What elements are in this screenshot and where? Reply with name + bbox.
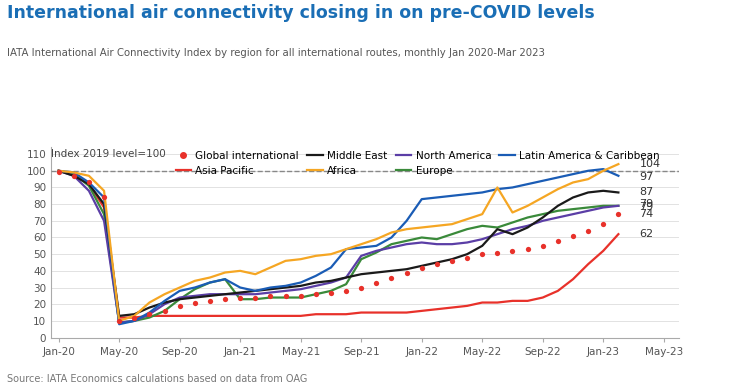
Text: 79: 79 [639,199,654,210]
Text: Source: IATA Economics calculations based on data from OAG: Source: IATA Economics calculations base… [7,374,307,384]
Text: 97: 97 [639,172,654,182]
Text: 87: 87 [639,187,654,197]
Text: IATA International Air Connectivity Index by region for all international routes: IATA International Air Connectivity Inde… [7,48,545,59]
Text: Index 2019 level=100: Index 2019 level=100 [51,149,166,159]
Text: 79: 79 [639,202,654,212]
Text: 74: 74 [639,209,654,219]
Text: International air connectivity closing in on pre-COVID levels: International air connectivity closing i… [7,4,595,22]
Legend: Global international, Asia Pacific, Middle East, Africa, North America, Europe, : Global international, Asia Pacific, Midd… [176,151,660,176]
Text: 104: 104 [639,159,661,169]
Text: 62: 62 [639,229,653,239]
